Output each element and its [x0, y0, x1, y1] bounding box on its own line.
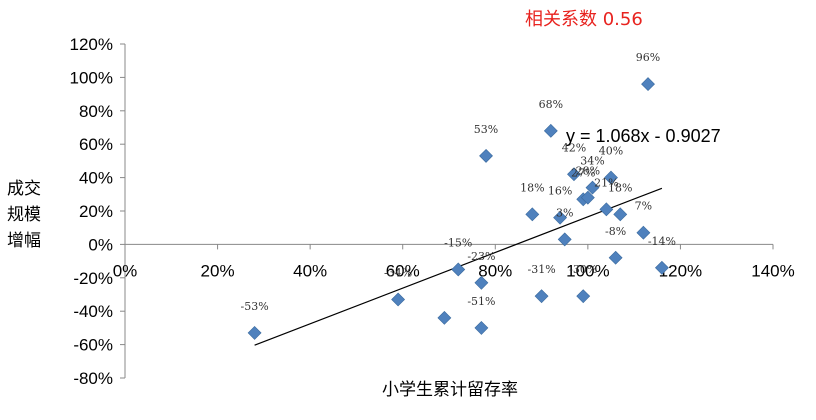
data-label: -15%	[444, 236, 472, 249]
data-label: -14%	[648, 235, 676, 248]
data-label: 42%	[562, 141, 586, 154]
x-axis-title: 小学生累计留存率	[382, 380, 518, 400]
x-tick-label: 80%	[478, 261, 512, 280]
y-tick-label: -20%	[73, 269, 113, 288]
y-tick-label: -80%	[73, 369, 113, 388]
y-axis-title: 成交 规模 增幅	[7, 179, 41, 251]
data-label: -31%	[527, 263, 555, 276]
data-point	[613, 207, 628, 222]
data-point	[604, 170, 618, 185]
data-point	[599, 202, 614, 217]
data-label: 3%	[556, 206, 573, 219]
data-point	[437, 310, 452, 325]
data-label: 27%	[571, 166, 595, 179]
data-point	[525, 207, 540, 222]
data-label: 34%	[580, 155, 604, 168]
data-point	[479, 148, 493, 163]
data-label: 18%	[608, 181, 632, 194]
y-tick-label: -40%	[73, 302, 113, 321]
x-tick-label: 140%	[751, 261, 794, 280]
data-label: 40%	[599, 145, 623, 158]
y-tick-label: 20%	[79, 202, 113, 221]
y-axis-title-line-3: 增幅	[7, 231, 41, 251]
data-label: 53%	[474, 123, 498, 136]
data-label: 16%	[548, 185, 572, 198]
data-labels-layer: -53% -34% -15%-23% -51% 53% 18% -31% 68% 16% 3% 42…	[241, 51, 676, 313]
data-label: -34%	[384, 267, 412, 280]
data-point	[576, 289, 591, 304]
y-tick-label: -60%	[73, 336, 113, 355]
x-tick-label: 120%	[659, 261, 702, 280]
data-point	[247, 325, 262, 340]
data-point	[474, 275, 489, 290]
y-tick-label: 60%	[79, 135, 113, 154]
x-tick-label: 60%	[386, 261, 420, 280]
data-label: 96%	[636, 51, 660, 64]
points-layer	[247, 77, 669, 340]
data-point	[580, 190, 595, 205]
x-tick-label: 20%	[201, 261, 235, 280]
data-label: 18%	[520, 181, 544, 194]
data-point	[534, 289, 549, 304]
data-point	[543, 123, 558, 138]
data-point	[567, 167, 581, 182]
data-point	[585, 180, 600, 195]
x-tick-label: 100%	[566, 261, 609, 280]
y-tick-label: 80%	[79, 102, 113, 121]
y-tick-label: 40%	[79, 169, 113, 188]
axes: -80%-60%-40%-20%0%20%40%60%80%100%120%0%…	[70, 35, 795, 388]
correlation-annotation: 相关系数 0.56	[525, 9, 643, 30]
data-label: 68%	[539, 98, 563, 111]
data-label: 21%	[594, 176, 618, 189]
x-tick-label: 40%	[293, 261, 327, 280]
data-point	[391, 292, 406, 307]
data-point	[553, 210, 568, 225]
data-label: -30%	[569, 263, 597, 276]
data-point	[451, 262, 466, 277]
trendline-equation: y = 1.068x - 0.9027	[566, 126, 721, 146]
x-tick-label: 0%	[113, 261, 138, 280]
data-point	[474, 320, 489, 335]
data-label: 7%	[635, 200, 652, 213]
y-axis-title-line-2: 规模	[7, 205, 41, 225]
data-label: -53%	[241, 300, 269, 313]
y-tick-label: 0%	[88, 235, 113, 254]
data-point	[557, 232, 572, 247]
data-label: 28%	[576, 165, 600, 178]
data-label: -23%	[467, 250, 495, 263]
data-point	[608, 250, 623, 265]
data-point	[641, 77, 655, 92]
y-tick-label: 120%	[70, 35, 113, 54]
data-point	[654, 260, 669, 275]
y-axis-title-line-1: 成交	[7, 179, 41, 199]
data-label: -51%	[467, 295, 495, 308]
data-label: -8%	[605, 225, 626, 238]
y-tick-label: 100%	[70, 68, 113, 87]
data-point	[636, 225, 651, 240]
